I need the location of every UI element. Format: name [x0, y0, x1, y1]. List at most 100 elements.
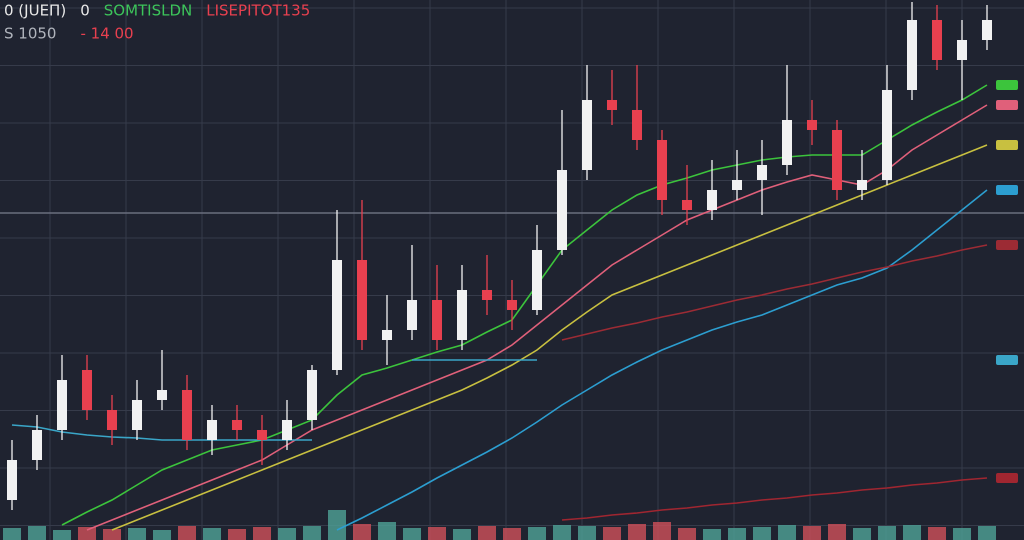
candle-body	[7, 460, 17, 500]
price-tag	[996, 80, 1018, 90]
ma-line	[111, 144, 988, 531]
candle-body	[332, 260, 342, 370]
candle-body	[957, 40, 967, 60]
volume-bar	[278, 528, 296, 540]
candle-body	[407, 300, 417, 330]
volume-bar	[528, 527, 546, 540]
candle-body	[632, 110, 642, 140]
price-tag	[996, 185, 1018, 195]
header-text: 0	[80, 2, 90, 20]
candle-body	[907, 20, 917, 90]
candle-body	[857, 180, 867, 190]
candle-body	[707, 190, 717, 210]
candle-body	[182, 390, 192, 440]
candle-body	[132, 400, 142, 430]
header-text: LISEPITOT135	[206, 2, 310, 20]
volume-bar	[428, 527, 446, 540]
volume-bar	[353, 524, 371, 540]
candle-body	[232, 420, 242, 430]
volume-bar	[603, 527, 621, 540]
candle-body	[657, 140, 667, 200]
candle-body	[82, 370, 92, 410]
volume-bar	[128, 528, 146, 540]
volume-bar	[3, 528, 21, 540]
candle-body	[307, 370, 317, 420]
volume-bar	[728, 528, 746, 540]
price-tag	[996, 140, 1018, 150]
candle-body	[482, 290, 492, 300]
candle-body	[32, 430, 42, 460]
volume-bar	[328, 510, 346, 540]
ma-line	[561, 477, 988, 521]
volume-bar	[178, 526, 196, 540]
ma-line	[561, 244, 988, 341]
volume-bar	[503, 528, 521, 540]
volume-bar	[53, 530, 71, 540]
subheader-text: - 14 00	[80, 25, 133, 43]
volume-bar	[228, 529, 246, 540]
candle-body	[807, 120, 817, 130]
ma-line	[336, 189, 988, 531]
header-text: SOMTISLDN	[104, 2, 193, 20]
volume-bar	[553, 525, 571, 540]
volume-bar	[828, 524, 846, 540]
volume-bar	[803, 526, 821, 540]
volume-bar	[878, 526, 896, 540]
volume-bar	[903, 525, 921, 540]
volume-bar	[853, 528, 871, 540]
ma-line	[86, 104, 988, 531]
candle-body	[157, 390, 167, 400]
volume-bar	[753, 527, 771, 540]
candle-body	[507, 300, 517, 310]
volume-bar	[453, 529, 471, 540]
candle-body	[782, 120, 792, 165]
candle-body	[757, 165, 767, 180]
candle-body	[607, 100, 617, 110]
volume-bar	[778, 525, 796, 540]
ma-line	[61, 84, 988, 526]
price-tag	[996, 100, 1018, 110]
candle-body	[432, 300, 442, 340]
volume-bar	[703, 529, 721, 540]
volume-bar	[478, 526, 496, 540]
candle-body	[282, 420, 292, 440]
volume-bar	[578, 526, 596, 540]
volume-bar	[78, 527, 96, 540]
candle-body	[682, 200, 692, 210]
volume-bar	[203, 528, 221, 540]
candle-body	[882, 90, 892, 180]
candle-body	[982, 20, 992, 40]
price-tag	[996, 473, 1018, 483]
subheader-text: S 1050	[4, 25, 56, 43]
volume-bar	[103, 529, 121, 540]
volume-bar	[28, 526, 46, 540]
candle-body	[207, 420, 217, 440]
candle-body	[932, 20, 942, 60]
candle-body	[532, 250, 542, 310]
volume-bar	[378, 522, 396, 540]
candle-body	[732, 180, 742, 190]
volume-bar	[253, 527, 271, 540]
price-tag	[996, 240, 1018, 250]
volume-bar	[153, 530, 171, 540]
volume-bar	[978, 526, 996, 540]
price-tag	[996, 355, 1018, 365]
candle-body	[107, 410, 117, 430]
volume-bar	[303, 526, 321, 540]
candle-body	[357, 260, 367, 340]
volume-bar	[928, 527, 946, 540]
volume-bar	[628, 524, 646, 540]
candle-body	[57, 380, 67, 430]
volume-bar	[653, 522, 671, 540]
volume-bar	[678, 528, 696, 540]
header-text: 0 (JUEП)	[4, 2, 66, 20]
candle-body	[457, 290, 467, 340]
candle-body	[582, 100, 592, 170]
candle-body	[832, 130, 842, 190]
candle-body	[557, 170, 567, 250]
volume-bar	[953, 528, 971, 540]
candle-body	[382, 330, 392, 340]
candle-body	[257, 430, 267, 440]
volume-bar	[403, 528, 421, 540]
